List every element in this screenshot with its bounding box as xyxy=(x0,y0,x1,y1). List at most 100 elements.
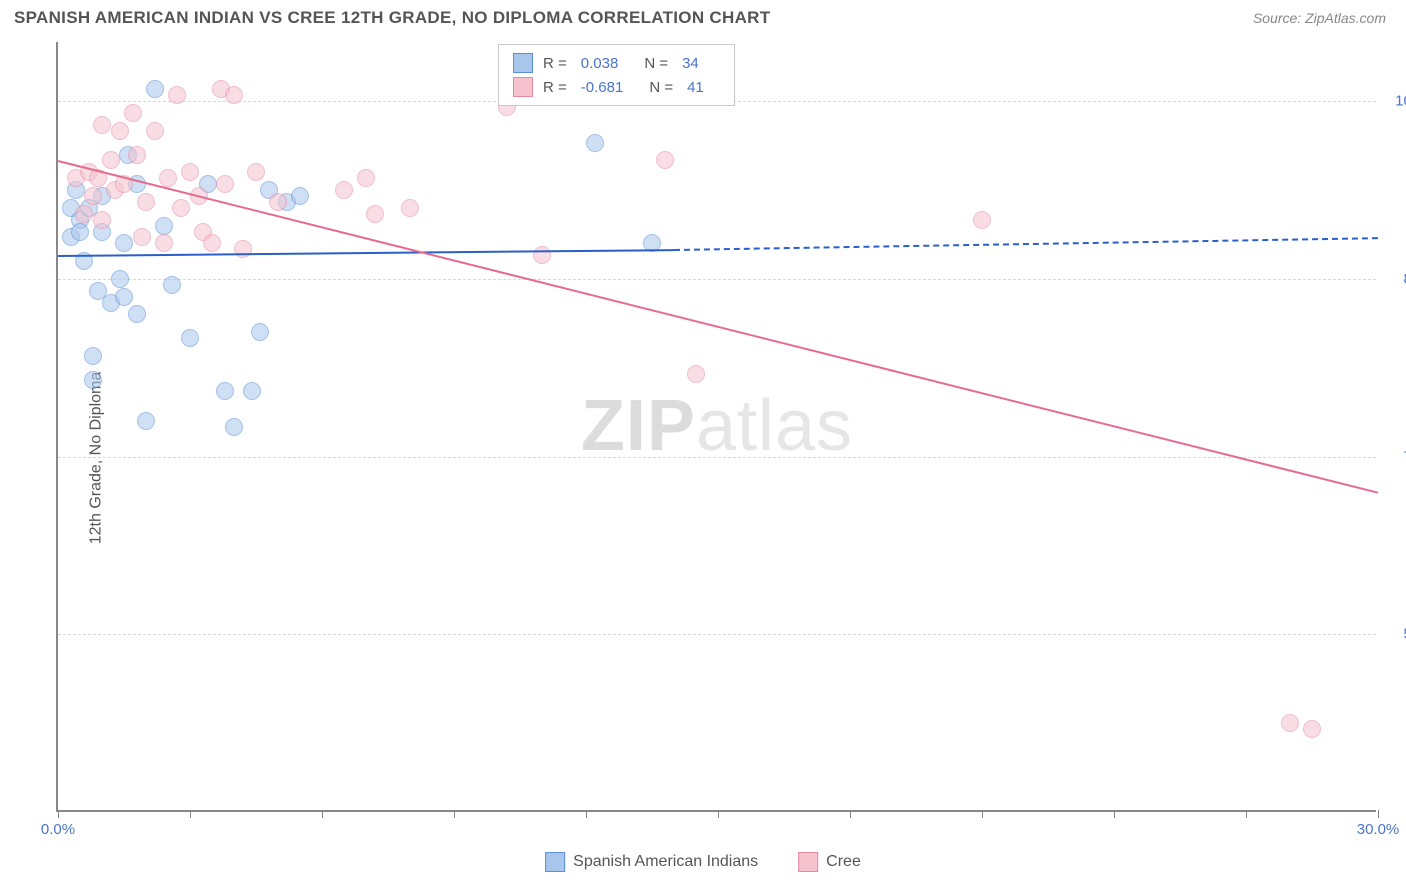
data-point xyxy=(137,412,155,430)
data-point xyxy=(102,151,120,169)
x-tick xyxy=(982,810,983,818)
data-point xyxy=(124,104,142,122)
y-tick-label: 70.0% xyxy=(1386,448,1406,465)
x-tick-label: 0.0% xyxy=(41,821,75,838)
watermark-light: atlas xyxy=(696,386,853,466)
r-label: R = xyxy=(543,79,567,96)
data-point xyxy=(243,382,261,400)
trend-line xyxy=(58,249,674,257)
data-point xyxy=(656,151,674,169)
data-point xyxy=(133,228,151,246)
data-point xyxy=(1303,720,1321,738)
chart-container: 12th Grade, No Diploma ZIPatlas 55.0%70.… xyxy=(0,32,1406,884)
data-point xyxy=(269,193,287,211)
data-point xyxy=(203,234,221,252)
data-point xyxy=(93,116,111,134)
data-point xyxy=(75,205,93,223)
legend-bottom: Spanish American Indians Cree xyxy=(545,852,861,872)
data-point xyxy=(115,234,133,252)
data-point xyxy=(973,211,991,229)
data-point xyxy=(357,169,375,187)
data-point xyxy=(172,199,190,217)
data-point xyxy=(216,382,234,400)
chart-header: SPANISH AMERICAN INDIAN VS CREE 12TH GRA… xyxy=(0,0,1406,32)
x-tick-label: 30.0% xyxy=(1357,821,1400,838)
data-point xyxy=(335,181,353,199)
data-point xyxy=(168,86,186,104)
r-label: R = xyxy=(543,55,567,72)
data-point xyxy=(533,246,551,264)
data-point xyxy=(1281,714,1299,732)
watermark: ZIPatlas xyxy=(581,385,853,467)
x-tick xyxy=(454,810,455,818)
swatch-series1 xyxy=(545,852,565,872)
data-point xyxy=(159,169,177,187)
data-point xyxy=(586,134,604,152)
data-point xyxy=(291,187,309,205)
r-value: -0.681 xyxy=(581,79,624,96)
swatch-icon xyxy=(513,53,533,73)
legend-stats-row: R = 0.038 N = 34 xyxy=(513,51,720,75)
legend-stats: R = 0.038 N = 34 R = -0.681 N = 41 xyxy=(498,44,735,106)
data-point xyxy=(84,371,102,389)
data-point xyxy=(128,305,146,323)
data-point xyxy=(225,86,243,104)
chart-title: SPANISH AMERICAN INDIAN VS CREE 12TH GRA… xyxy=(14,8,770,28)
data-point xyxy=(71,223,89,241)
legend-label-series1: Spanish American Indians xyxy=(573,853,758,871)
x-tick xyxy=(718,810,719,818)
data-point xyxy=(93,211,111,229)
n-label: N = xyxy=(644,55,668,72)
data-point xyxy=(225,418,243,436)
data-point xyxy=(146,122,164,140)
swatch-series2 xyxy=(798,852,818,872)
x-tick xyxy=(322,810,323,818)
legend-item-series1: Spanish American Indians xyxy=(545,852,758,872)
gridline-h xyxy=(58,279,1376,280)
y-tick-label: 55.0% xyxy=(1386,626,1406,643)
data-point xyxy=(687,365,705,383)
x-tick xyxy=(190,810,191,818)
n-label: N = xyxy=(649,79,673,96)
data-point xyxy=(247,163,265,181)
data-point xyxy=(155,217,173,235)
n-value: 34 xyxy=(682,55,699,72)
trend-line xyxy=(674,237,1378,251)
data-point xyxy=(366,205,384,223)
data-point xyxy=(84,187,102,205)
data-point xyxy=(234,240,252,258)
watermark-bold: ZIP xyxy=(581,386,696,466)
x-tick xyxy=(1246,810,1247,818)
data-point xyxy=(181,163,199,181)
data-point xyxy=(155,234,173,252)
x-tick xyxy=(850,810,851,818)
x-tick xyxy=(58,810,59,818)
source-label: Source: ZipAtlas.com xyxy=(1253,10,1386,26)
data-point xyxy=(401,199,419,217)
data-point xyxy=(111,270,129,288)
data-point xyxy=(128,146,146,164)
r-value: 0.038 xyxy=(581,55,619,72)
y-tick-label: 100.0% xyxy=(1386,93,1406,110)
data-point xyxy=(84,347,102,365)
y-tick-label: 85.0% xyxy=(1386,270,1406,287)
legend-label-series2: Cree xyxy=(826,853,861,871)
gridline-h xyxy=(58,634,1376,635)
data-point xyxy=(181,329,199,347)
data-point xyxy=(216,175,234,193)
data-point xyxy=(111,122,129,140)
x-tick xyxy=(586,810,587,818)
data-point xyxy=(251,323,269,341)
legend-item-series2: Cree xyxy=(798,852,861,872)
data-point xyxy=(146,80,164,98)
swatch-icon xyxy=(513,77,533,97)
n-value: 41 xyxy=(687,79,704,96)
data-point xyxy=(137,193,155,211)
data-point xyxy=(163,276,181,294)
x-tick xyxy=(1378,810,1379,818)
x-tick xyxy=(1114,810,1115,818)
plot-area: ZIPatlas 55.0%70.0%85.0%100.0%0.0%30.0%R… xyxy=(56,42,1376,812)
legend-stats-row: R = -0.681 N = 41 xyxy=(513,75,720,99)
gridline-h xyxy=(58,457,1376,458)
data-point xyxy=(115,288,133,306)
